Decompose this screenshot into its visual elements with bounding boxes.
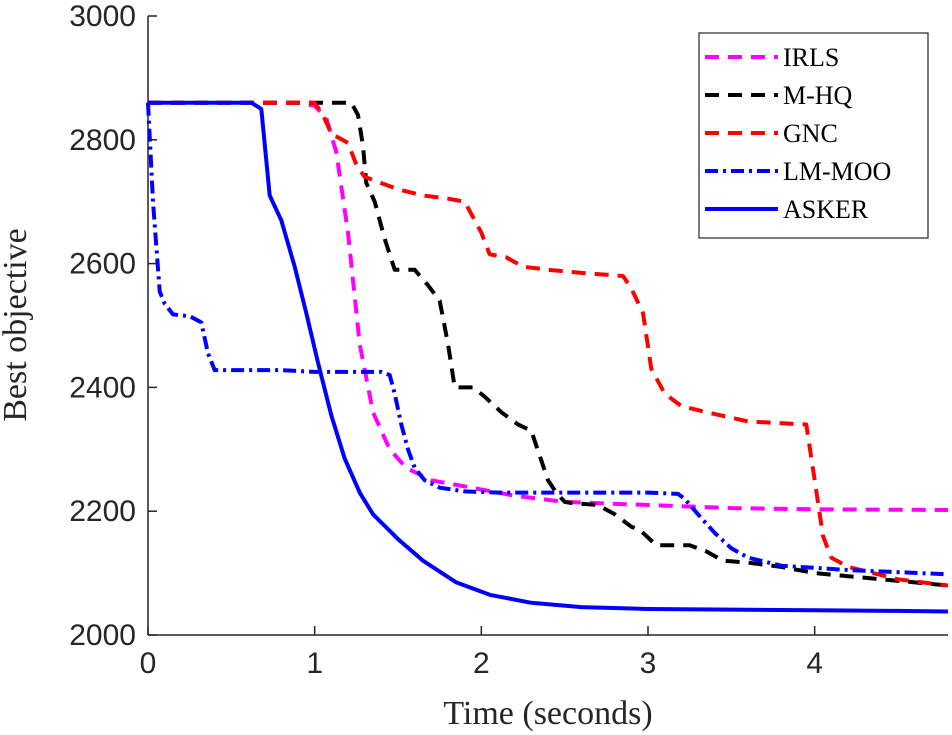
series-line-irls bbox=[148, 100, 949, 512]
y-tick-label: 2800 bbox=[69, 124, 136, 157]
series-group bbox=[146, 100, 949, 614]
legend-label-asker: ASKER bbox=[783, 195, 869, 224]
x-tick-label: 1 bbox=[306, 647, 323, 680]
x-tick-label: 0 bbox=[140, 647, 157, 680]
y-tick-label: 2200 bbox=[69, 495, 136, 528]
x-axis-title: Time (seconds) bbox=[443, 695, 652, 732]
y-ticks: 2000 2200 2400 2600 2800 3000 bbox=[69, 0, 157, 652]
series-line-lm-moo bbox=[146, 102, 949, 577]
x-tick-label: 2 bbox=[473, 647, 490, 680]
series-line-m-hq bbox=[148, 100, 949, 588]
legend: IRLS M-HQ GNC LM-MOO ASKER bbox=[698, 32, 929, 239]
y-axis-title: Best objective bbox=[0, 228, 34, 422]
y-tick-label: 3000 bbox=[69, 0, 136, 33]
x-tick-label: 3 bbox=[640, 647, 657, 680]
legend-label-lm-moo: LM-MOO bbox=[783, 157, 891, 186]
legend-box bbox=[698, 32, 929, 239]
x-ticks: 0 1 2 3 4 bbox=[140, 626, 823, 680]
legend-label-gnc: GNC bbox=[783, 119, 838, 148]
legend-label-m-hq: M-HQ bbox=[783, 81, 853, 110]
y-tick-label: 2600 bbox=[69, 248, 136, 281]
series-line-asker bbox=[148, 100, 949, 614]
legend-label-irls: IRLS bbox=[783, 43, 839, 72]
x-tick-label: 4 bbox=[806, 647, 823, 680]
y-tick-label: 2400 bbox=[69, 371, 136, 404]
y-tick-label: 2000 bbox=[69, 619, 136, 652]
